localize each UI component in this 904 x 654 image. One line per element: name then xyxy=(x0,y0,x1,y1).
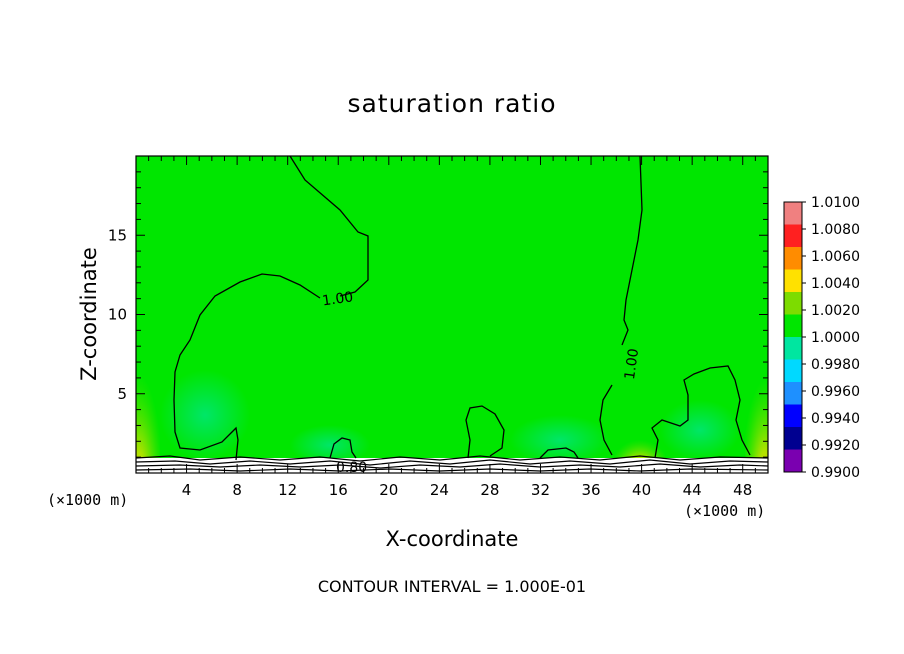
contour-line xyxy=(465,405,505,459)
x-tick-label: 8 xyxy=(232,481,242,499)
colorbar-label: 0.9980 xyxy=(811,357,860,373)
colorbar: 1.0100 1.0080 1.0060 1.0040 1.0020 1.0000 0.99… xyxy=(783,195,860,481)
colorbar-label: 1.0060 xyxy=(811,249,860,265)
y-tick-label: 15 xyxy=(108,226,127,244)
x-unit-label-right: (×1000 m) xyxy=(684,502,765,520)
colorbar-label: 0.9900 xyxy=(811,465,860,481)
x-tick-label: 4 xyxy=(182,481,192,499)
colorbar-swatch xyxy=(784,359,802,383)
colorbar-swatch xyxy=(784,269,802,293)
contour-label: 1.00 xyxy=(321,289,354,309)
colorbar-swatch xyxy=(784,292,802,315)
colorbar-label: 0.9920 xyxy=(811,438,860,454)
colorbar-label: 0.9960 xyxy=(811,384,860,400)
colorbar-label: 1.0020 xyxy=(811,303,860,319)
x-tick-label: 32 xyxy=(531,481,550,499)
field-cyan-patch xyxy=(510,415,610,465)
field-warm-patch xyxy=(136,330,160,473)
colorbar-swatch xyxy=(784,337,802,360)
x-tick-label: 12 xyxy=(278,481,297,499)
x-tick-label: 48 xyxy=(733,481,752,499)
contour-interval-note: CONTOUR INTERVAL = 1.000E-01 xyxy=(318,577,586,596)
terrain-contour xyxy=(136,455,768,462)
x-tick-label: 28 xyxy=(480,481,499,499)
terrain-contour xyxy=(136,459,768,466)
terrain-contour xyxy=(136,468,768,472)
colorbar-swatch xyxy=(784,314,802,338)
x-tick-label: 20 xyxy=(379,481,398,499)
x-axis: 4 8 12 16 20 24 28 32 36 40 44 48 xyxy=(148,156,769,499)
contour-line xyxy=(651,365,751,459)
field-cyan-patch xyxy=(160,370,250,460)
contour-line xyxy=(539,447,579,459)
y-axis: 5 10 15 xyxy=(108,171,768,458)
y-tick-label: 5 xyxy=(117,385,127,403)
contour-label: 0.80 xyxy=(336,460,367,476)
field-cyan-patch xyxy=(660,400,740,460)
x-tick-label: 36 xyxy=(581,481,600,499)
colorbar-swatch xyxy=(784,247,802,270)
colorbar-label: 1.0100 xyxy=(811,195,860,211)
colorbar-swatch xyxy=(784,382,802,405)
contour-line xyxy=(173,156,369,461)
y-axis-title: Z-coordinate xyxy=(77,247,101,381)
x-axis-title: X-coordinate xyxy=(386,527,519,551)
colorbar-swatch xyxy=(784,449,802,473)
x-tick-label: 16 xyxy=(329,481,348,499)
contour-line xyxy=(329,437,357,459)
plot-area xyxy=(136,156,768,473)
colorbar-swatch xyxy=(784,404,802,428)
x-tick-label: 40 xyxy=(632,481,651,499)
colorbar-label: 0.9940 xyxy=(811,411,860,427)
contour-label: 1.00 xyxy=(622,348,642,381)
colorbar-label: 1.0080 xyxy=(811,222,860,238)
x-tick-label: 24 xyxy=(430,481,449,499)
colorbar-label: 1.0040 xyxy=(811,276,860,292)
contour-line xyxy=(599,156,643,456)
colorbar-swatch xyxy=(784,202,802,225)
colorbar-label: 1.0000 xyxy=(811,330,860,346)
chart-title: saturation ratio xyxy=(347,89,556,118)
terrain-contour xyxy=(136,463,768,469)
x-tick-label: 44 xyxy=(683,481,702,499)
colorbar-swatch xyxy=(784,427,802,450)
field-warm-patch xyxy=(745,340,768,473)
field-cyan-patch xyxy=(290,425,370,465)
y-tick-label: 10 xyxy=(108,306,127,324)
x-unit-label-left: (×1000 m) xyxy=(47,491,128,509)
colorbar-swatch xyxy=(784,224,802,248)
